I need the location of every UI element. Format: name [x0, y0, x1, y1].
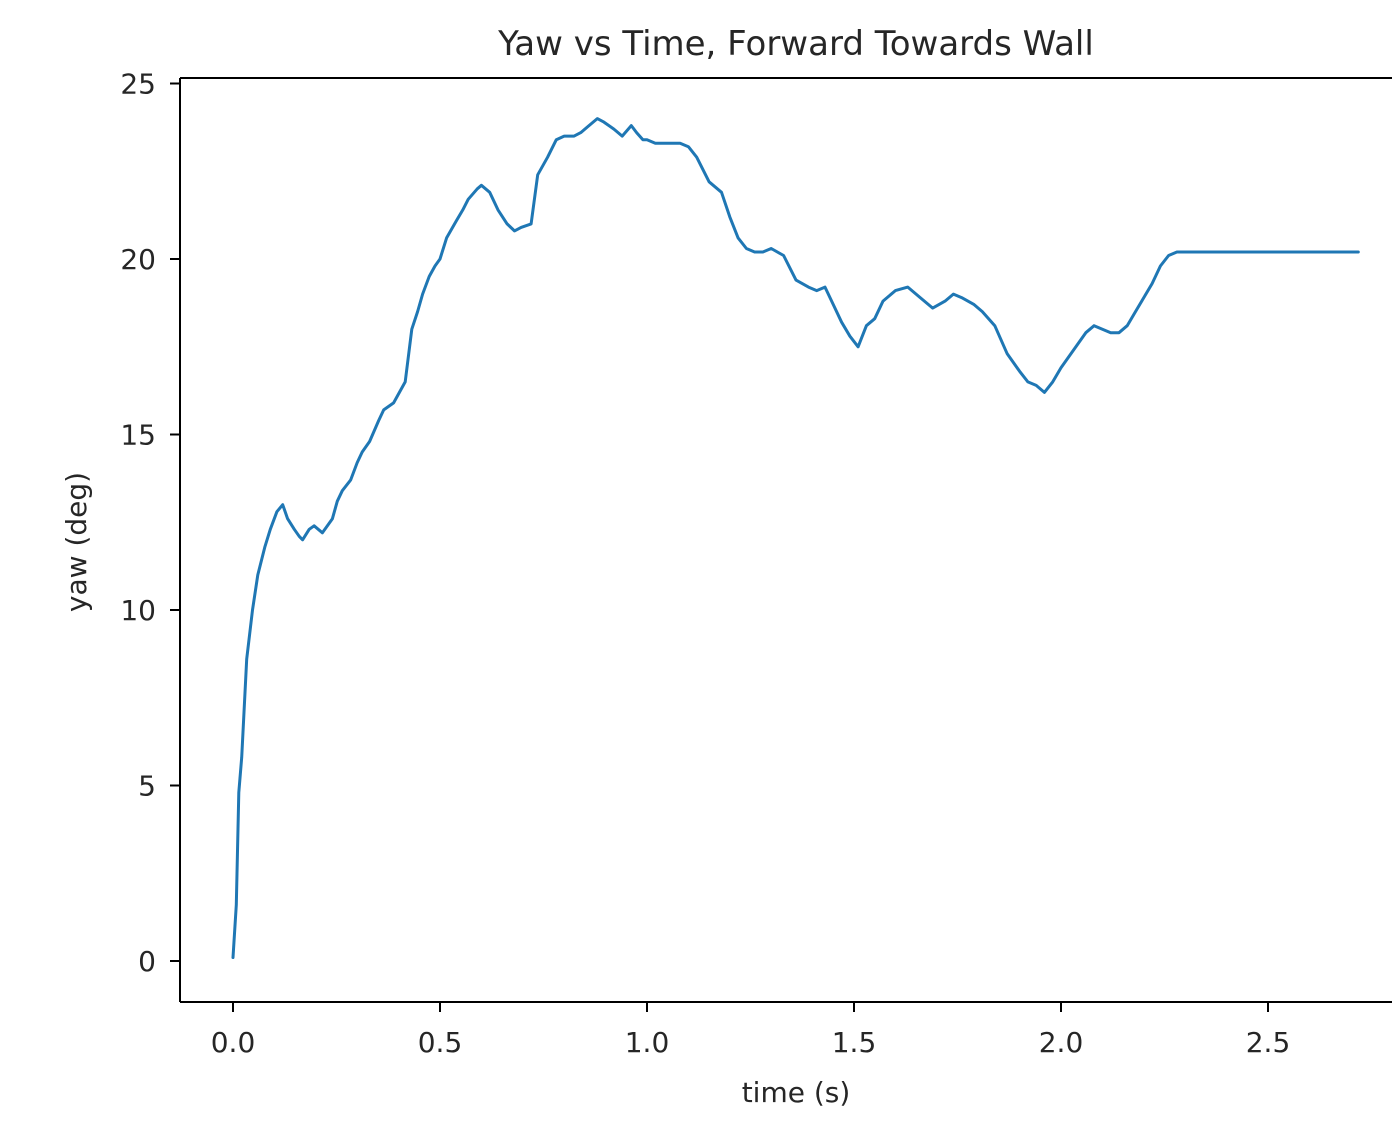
x-tick-label: 0.5 — [418, 1026, 463, 1059]
x-tick-label: 0.0 — [211, 1026, 256, 1059]
plot-area: 0.0 0.5 1.0 1.5 2.0 2.5 0 5 10 15 20 25 — [120, 68, 1392, 1059]
y-tick-label: 0 — [138, 945, 156, 978]
y-tick-label: 25 — [120, 68, 156, 101]
y-tick-label: 20 — [120, 243, 156, 276]
x-tick-label: 1.0 — [625, 1026, 670, 1059]
x-tick-label: 1.5 — [832, 1026, 877, 1059]
y-tick-label: 5 — [138, 770, 156, 803]
yaw-series-line — [231, 117, 1360, 959]
chart-title: Yaw vs Time, Forward Towards Wall — [497, 24, 1094, 64]
y-axis-label: yaw (deg) — [60, 472, 93, 612]
y-tick-label: 10 — [120, 594, 156, 627]
y-tick-label: 15 — [120, 419, 156, 452]
x-tick-label: 2.5 — [1246, 1026, 1291, 1059]
x-axis-label: time (s) — [742, 1076, 851, 1109]
x-tick-label: 2.0 — [1039, 1026, 1084, 1059]
